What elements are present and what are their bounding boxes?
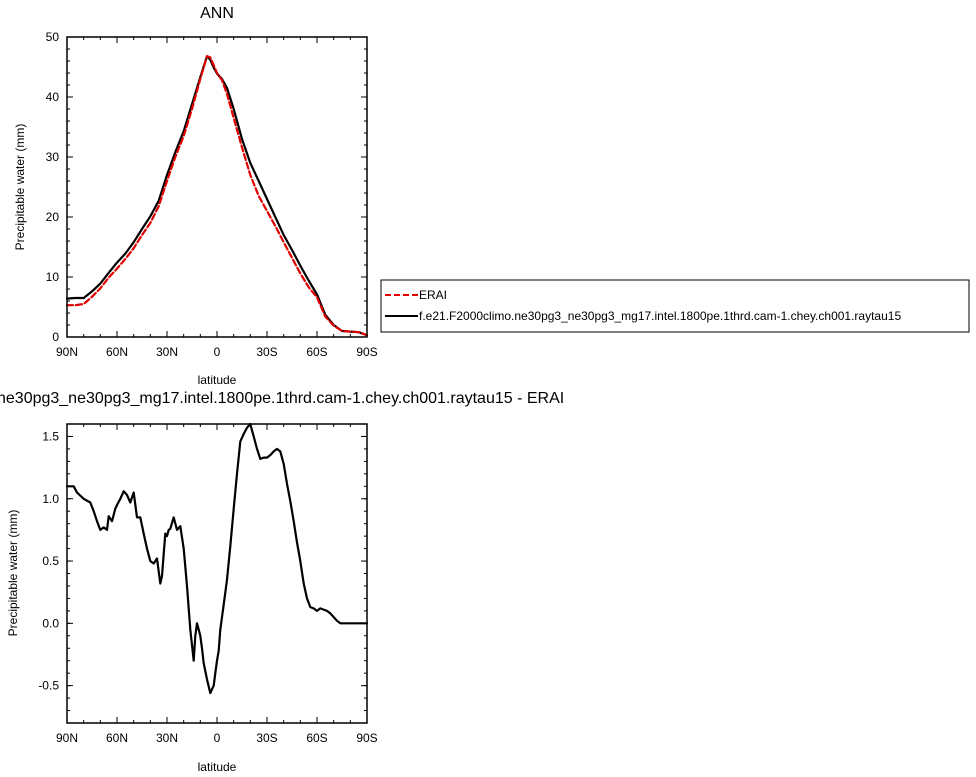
top-y-tick-label: 30 xyxy=(46,150,60,164)
legend-label-erai: ERAI xyxy=(419,288,447,302)
top-y-tick-label: 0 xyxy=(52,330,59,344)
bottom-y-tick-label: 0.0 xyxy=(42,616,59,630)
bottom-chart-ticks xyxy=(66,423,368,724)
bottom-x-tick-label: 30S xyxy=(256,731,277,745)
top-series-line-1 xyxy=(65,55,369,337)
top-chart-y-tick-labels: 0 10 20 30 40 50 xyxy=(46,30,60,344)
bottom-chart-frame xyxy=(66,423,368,724)
bottom-x-tick-label: 90N xyxy=(56,731,78,745)
bottom-series-line-0 xyxy=(65,422,369,695)
bottom-chart-x-axis-label: latitude xyxy=(198,760,237,774)
bottom-x-tick-label: 0 xyxy=(214,731,221,745)
top-x-tick-label: 30S xyxy=(256,345,277,359)
bottom-y-tick-label: 1.5 xyxy=(42,429,59,443)
top-y-tick-label: 40 xyxy=(46,90,60,104)
top-y-tick-label: 10 xyxy=(46,270,60,284)
top-y-tick-label: 50 xyxy=(46,30,60,44)
top-x-tick-label: 90N xyxy=(56,345,78,359)
bottom-x-tick-label: 60N xyxy=(106,731,128,745)
bottom-chart-title: f.e21.F2000climo.ne30pg3_ne30pg3_mg17.in… xyxy=(0,390,564,407)
top-x-tick-label: 0 xyxy=(214,345,221,359)
top-chart-y-axis-label: Precipitable water (mm) xyxy=(13,124,27,251)
legend-box xyxy=(380,279,970,333)
top-x-tick-label: 30N xyxy=(156,345,178,359)
top-chart-title: ANN xyxy=(200,5,234,22)
bottom-chart-x-tick-labels: 90N 60N 30N 0 30S 60S 90S xyxy=(56,731,378,745)
top-chart: ANN 90N 60N 30N 0 30S 60S 90S 0 10 20 30 40 50 lati… xyxy=(13,5,378,387)
top-series-line-0 xyxy=(65,55,369,337)
bottom-y-tick-label: 0.5 xyxy=(42,554,59,568)
bottom-chart-y-axis-label: Precipitable water (mm) xyxy=(6,510,20,637)
bottom-chart: f.e21.F2000climo.ne30pg3_ne30pg3_mg17.in… xyxy=(0,390,564,774)
top-chart-x-axis-label: latitude xyxy=(198,373,237,387)
bottom-chart-y-tick-labels: -0.5 0.0 0.5 1.0 1.5 xyxy=(38,429,59,692)
legend-label-model: f.e21.F2000climo.ne30pg3_ne30pg3_mg17.in… xyxy=(419,309,901,323)
top-x-tick-label: 60N xyxy=(106,345,128,359)
bottom-x-tick-label: 60S xyxy=(306,731,327,745)
top-x-tick-label: 60S xyxy=(306,345,327,359)
legend: ERAI f.e21.F2000climo.ne30pg3_ne30pg3_mg… xyxy=(380,279,970,333)
top-chart-ticks xyxy=(66,36,368,338)
bottom-x-tick-label: 30N xyxy=(156,731,178,745)
bottom-x-tick-label: 90S xyxy=(356,731,377,745)
top-chart-x-tick-labels: 90N 60N 30N 0 30S 60S 90S xyxy=(56,345,378,359)
bottom-y-tick-label: 1.0 xyxy=(42,492,59,506)
top-y-tick-label: 20 xyxy=(46,210,60,224)
top-x-tick-label: 90S xyxy=(356,345,377,359)
bottom-chart-lines xyxy=(65,422,369,695)
top-chart-lines xyxy=(65,55,369,337)
top-chart-frame xyxy=(66,36,368,338)
bottom-y-tick-label: -0.5 xyxy=(38,679,59,693)
